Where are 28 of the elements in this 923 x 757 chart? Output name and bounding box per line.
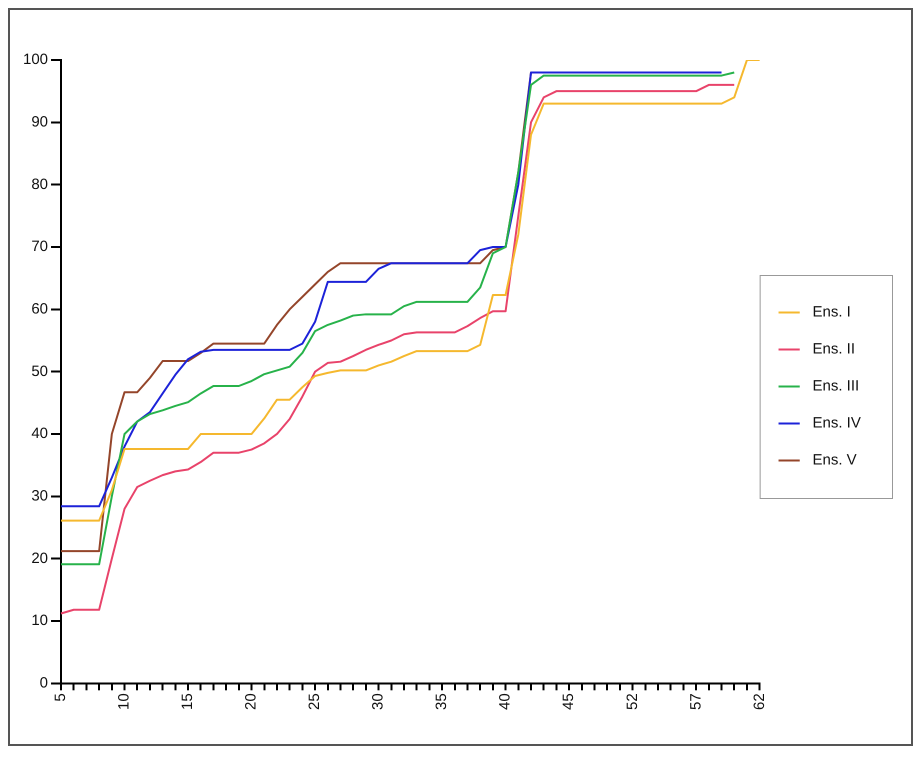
x-tick-label: 20 (242, 693, 260, 710)
y-tick-label: 0 (40, 674, 48, 692)
legend-label: Ens. I (804, 304, 880, 321)
y-tick-label: 90 (31, 113, 48, 130)
x-tick-label: 45 (560, 693, 578, 710)
x-tick-label: 40 (496, 693, 514, 710)
x-tick-label: 52 (624, 693, 641, 710)
y-tick-label: 100 (22, 51, 48, 68)
y-tick-label: 70 (31, 238, 48, 256)
y-tick-label: 30 (31, 487, 48, 504)
legend-label: Ens. III (804, 378, 888, 395)
y-tick-label: 10 (31, 612, 48, 630)
x-tick-label: 35 (433, 693, 450, 710)
x-tick-label: 30 (370, 693, 387, 710)
y-tick-label: 40 (31, 425, 48, 442)
x-tick-label: 15 (179, 693, 196, 710)
legend-label: Ens. V (804, 452, 886, 469)
x-tick-label: 5 (52, 693, 70, 702)
x-tick-label: 57 (687, 693, 704, 710)
y-tick-label: 80 (31, 176, 48, 193)
y-tick-label: 20 (31, 550, 48, 567)
x-tick-label: 10 (116, 693, 133, 710)
legend-label: Ens. II (804, 340, 884, 358)
legend-label: Ens. IV (804, 414, 890, 432)
x-tick-label: 25 (306, 693, 324, 710)
y-tick-label: 50 (31, 362, 48, 380)
x-tick-label: 62 (750, 693, 768, 710)
y-tick-label: 60 (31, 300, 48, 318)
